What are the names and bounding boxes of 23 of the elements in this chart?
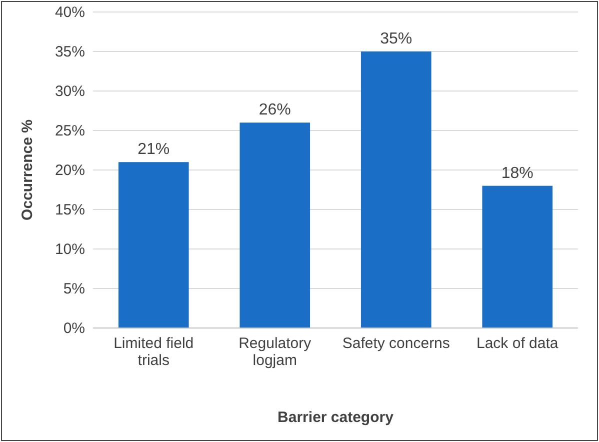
x-tick-label: Limited field trials (114, 335, 194, 369)
bar (240, 122, 310, 328)
y-tick-label: 40% (54, 4, 85, 21)
bar (360, 52, 432, 328)
y-tick-label: 25% (54, 122, 85, 140)
x-tick-label: Regulatory logjam (238, 335, 312, 369)
bar (118, 162, 189, 328)
data-label: 35% (380, 30, 412, 48)
data-label: 26% (258, 102, 291, 119)
x-tick-label: Safety concerns (342, 335, 450, 352)
y-tick-label: 20% (54, 162, 85, 179)
y-tick-label: 10% (54, 240, 85, 258)
x-axis-title: Barrier category (278, 409, 394, 426)
data-label: 21% (138, 141, 170, 158)
data-label: 18% (501, 164, 534, 182)
y-tick-label: 35% (54, 43, 85, 60)
y-axis-title: Occurrence % (19, 120, 36, 220)
y-tick-label: 30% (54, 82, 85, 100)
x-tick-label: Lack of data (476, 335, 559, 352)
y-tick-label: 15% (54, 201, 85, 218)
y-tick-label: 5% (63, 280, 85, 298)
y-tick-label: 0% (63, 320, 85, 337)
bar (482, 186, 553, 328)
